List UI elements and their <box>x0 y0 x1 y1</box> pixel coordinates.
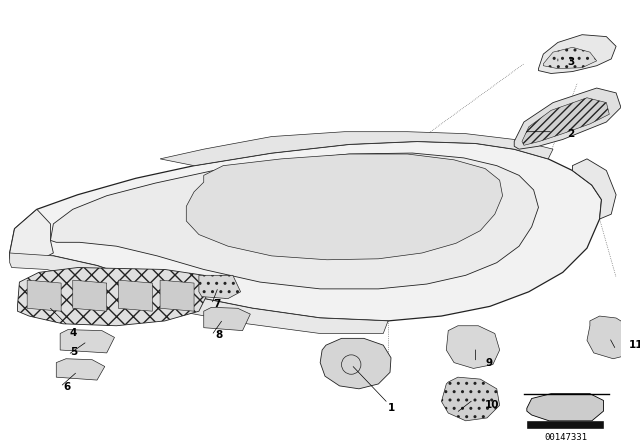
Polygon shape <box>10 142 602 321</box>
Text: 7: 7 <box>214 299 221 310</box>
Polygon shape <box>17 267 209 326</box>
Text: 4: 4 <box>70 327 77 337</box>
Text: 6: 6 <box>63 382 70 392</box>
Polygon shape <box>527 394 604 421</box>
Text: 00147331: 00147331 <box>544 433 587 442</box>
Polygon shape <box>199 276 241 298</box>
Polygon shape <box>10 253 388 333</box>
Text: 2: 2 <box>568 129 575 138</box>
Polygon shape <box>572 159 616 219</box>
Polygon shape <box>514 88 621 149</box>
Polygon shape <box>118 280 152 311</box>
Polygon shape <box>320 338 391 389</box>
Polygon shape <box>27 280 61 311</box>
Polygon shape <box>587 316 628 359</box>
Text: 3: 3 <box>568 57 575 67</box>
Polygon shape <box>73 280 107 311</box>
Polygon shape <box>51 153 538 289</box>
Polygon shape <box>446 326 500 368</box>
Text: 10: 10 <box>485 401 500 410</box>
Polygon shape <box>543 47 596 69</box>
Polygon shape <box>56 359 105 380</box>
Text: 1: 1 <box>388 403 396 413</box>
Polygon shape <box>527 421 604 428</box>
Text: 5: 5 <box>70 347 77 357</box>
Polygon shape <box>186 154 502 260</box>
Polygon shape <box>538 34 616 73</box>
Polygon shape <box>60 330 115 353</box>
Text: 11: 11 <box>628 340 640 350</box>
Polygon shape <box>522 98 609 145</box>
Polygon shape <box>160 132 553 166</box>
Text: 8: 8 <box>216 331 223 340</box>
Text: 9: 9 <box>485 358 492 368</box>
Polygon shape <box>10 209 53 266</box>
Polygon shape <box>160 280 194 311</box>
Polygon shape <box>204 307 250 331</box>
Polygon shape <box>442 377 500 421</box>
